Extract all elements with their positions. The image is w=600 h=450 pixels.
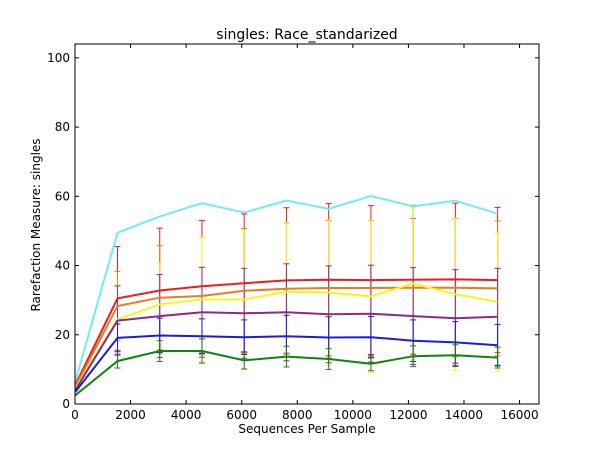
x-tick-label: 14000	[445, 408, 483, 422]
x-tick-label: 6000	[226, 408, 257, 422]
axes-layer: 0 2000 4000 6000 8000 10000 12000 14000 16000 0 20…	[47, 43, 540, 422]
y-tick-label: 100	[47, 51, 70, 65]
y-tick-label: 0	[62, 397, 70, 411]
x-axis-label: Sequences Per Sample	[238, 422, 375, 436]
series-line-0	[74, 194, 498, 382]
plot-frame	[74, 43, 540, 405]
plot-background	[75, 44, 539, 404]
chart-title: singles: Race_standarized	[216, 27, 397, 43]
series-layer	[74, 194, 501, 397]
x-tick-label: 4000	[171, 408, 202, 422]
y-tick-label: 60	[55, 189, 70, 203]
x-tick-label: 12000	[389, 408, 427, 422]
y-tick-label: 40	[55, 259, 70, 273]
series-line-4	[74, 311, 498, 391]
x-tick-label: 10000	[334, 408, 372, 422]
x-tick-label: 0	[71, 408, 79, 422]
y-tick-label: 20	[55, 328, 70, 342]
series-line-1	[74, 278, 498, 386]
series-6	[114, 338, 501, 372]
y-tick-label: 80	[55, 120, 70, 134]
x-tick-label: 2000	[115, 408, 146, 422]
x-tick-label: 8000	[282, 408, 313, 422]
series-line-3	[74, 282, 498, 389]
series-line-6	[74, 350, 498, 397]
plot-area	[75, 44, 539, 404]
series-line-5	[74, 334, 498, 393]
y-axis-label: Rarefaction Measure: singles	[29, 138, 43, 311]
x-tick-label: 16000	[500, 408, 538, 422]
